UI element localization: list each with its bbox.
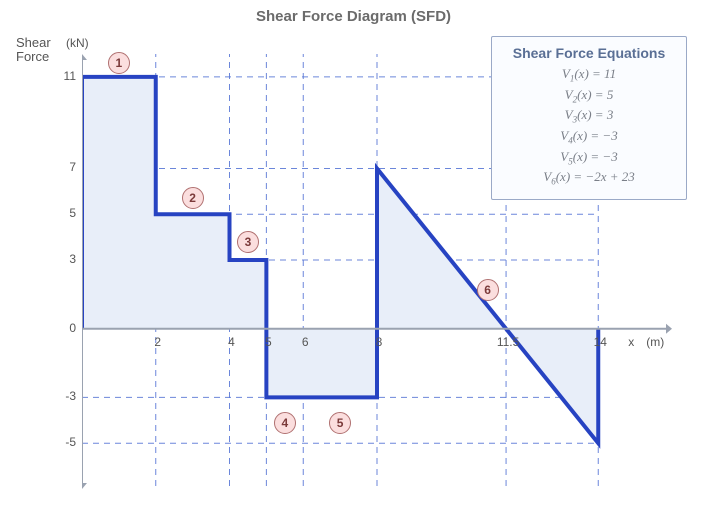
x-tick-label: 2 xyxy=(146,335,170,349)
y-tick-label: 7 xyxy=(69,160,76,174)
x-axis-arrow xyxy=(666,324,672,334)
x-axis-var: x xyxy=(628,335,634,349)
equation-line: V5(x) = −3 xyxy=(506,148,672,169)
equation-line: V3(x) = 3 xyxy=(506,106,672,127)
y-axis-label: Shear Force xyxy=(16,36,51,65)
y-tick-label: 3 xyxy=(69,252,76,266)
y-axis-arrow-up xyxy=(82,54,87,60)
y-tick-label: 0 xyxy=(69,321,76,335)
region-marker-4: 4 xyxy=(274,412,296,434)
x-tick-label: 5 xyxy=(256,335,280,349)
equations-title: Shear Force Equations xyxy=(506,45,672,61)
y-tick-label: -5 xyxy=(65,435,76,449)
equation-line: V4(x) = −3 xyxy=(506,127,672,148)
y-tick-label: 5 xyxy=(69,206,76,220)
x-tick-label: 6 xyxy=(293,335,317,349)
equation-line: V1(x) = 11 xyxy=(506,65,672,86)
y-axis-unit: (kN) xyxy=(66,36,89,50)
y-axis-label-line1: Shear xyxy=(16,35,51,50)
x-axis-unit: (m) xyxy=(646,335,664,349)
x-tick-label: 11.5 xyxy=(496,335,520,349)
chart-title: Shear Force Diagram (SFD) xyxy=(0,8,707,25)
y-axis-label-line2: Force xyxy=(16,49,49,64)
region-marker-5: 5 xyxy=(329,412,351,434)
region-marker-2: 2 xyxy=(182,187,204,209)
y-tick-label: -3 xyxy=(65,389,76,403)
equation-line: V2(x) = 5 xyxy=(506,86,672,107)
y-tick-label: 11 xyxy=(64,69,76,83)
y-axis-arrow-down xyxy=(82,483,87,489)
region-marker-3: 3 xyxy=(237,231,259,253)
equation-line: V6(x) = −2x + 23 xyxy=(506,168,672,189)
x-tick-label: 4 xyxy=(220,335,244,349)
x-tick-label: 8 xyxy=(367,335,391,349)
equations-box: Shear Force Equations V1(x) = 11V2(x) = … xyxy=(491,36,687,200)
region-marker-1: 1 xyxy=(108,52,130,74)
region-marker-6: 6 xyxy=(477,279,499,301)
x-tick-label: 14 xyxy=(588,335,612,349)
